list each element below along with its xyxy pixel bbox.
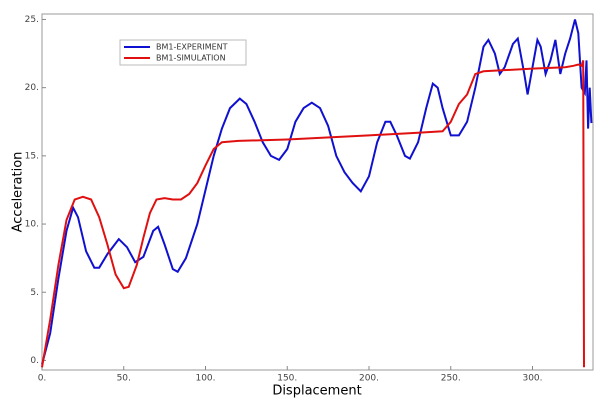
series-line bbox=[41, 19, 593, 365]
series-line bbox=[41, 60, 585, 368]
x-tick-label: 50. bbox=[117, 374, 131, 384]
x-axis-label: Displacement bbox=[272, 384, 361, 399]
y-tick-label: 0. bbox=[30, 356, 39, 366]
legend-label: BM1-SIMULATION bbox=[156, 54, 226, 63]
y-tick-label: 5. bbox=[30, 288, 39, 298]
legend-box bbox=[119, 39, 247, 66]
y-tick-label: 20. bbox=[25, 83, 39, 93]
legend-label: BM1-EXPERIMENT bbox=[156, 43, 228, 52]
x-tick-label: 0. bbox=[38, 374, 47, 384]
x-tick-label: 300. bbox=[522, 374, 542, 384]
x-tick-label: 100. bbox=[195, 374, 215, 384]
y-tick-label: 10. bbox=[25, 220, 39, 230]
x-tick-label: 150. bbox=[277, 374, 297, 384]
y-axis-label: Acceleration bbox=[11, 152, 26, 233]
plot-frame bbox=[41, 13, 594, 371]
y-tick-label: 25. bbox=[25, 15, 39, 25]
x-tick-label: 250. bbox=[441, 374, 461, 384]
y-tick-label: 15. bbox=[25, 151, 39, 161]
x-tick-label: 200. bbox=[359, 374, 379, 384]
